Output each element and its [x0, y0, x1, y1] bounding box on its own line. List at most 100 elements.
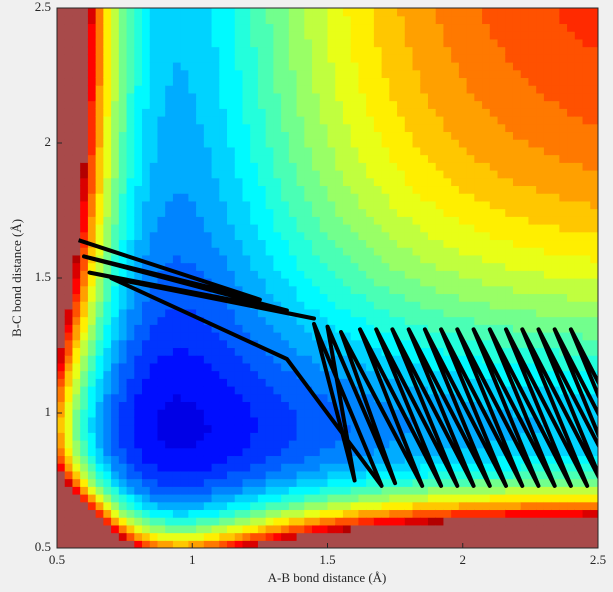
surface-cell	[211, 339, 220, 349]
surface-cell	[172, 424, 182, 433]
surface-cell	[165, 108, 174, 117]
surface-cell	[512, 77, 522, 86]
surface-cell	[420, 208, 429, 217]
surface-cell	[250, 509, 259, 518]
surface-cell	[227, 38, 236, 48]
surface-cell	[397, 270, 406, 279]
surface-cell	[126, 386, 135, 395]
surface-cell	[458, 247, 468, 256]
surface-cell	[458, 162, 468, 171]
surface-cell	[281, 54, 290, 63]
surface-cell	[157, 316, 166, 325]
surface-cell	[95, 532, 104, 541]
surface-cell	[227, 416, 236, 426]
surface-cell	[567, 62, 576, 71]
surface-cell	[574, 501, 584, 511]
surface-cell	[211, 447, 220, 457]
surface-cell	[234, 324, 244, 333]
surface-cell	[95, 100, 104, 109]
surface-cell	[111, 455, 120, 464]
surface-cell	[304, 532, 313, 541]
surface-cell	[250, 146, 259, 156]
surface-cell	[412, 478, 421, 487]
surface-cell	[319, 501, 329, 511]
surface-cell	[536, 224, 545, 233]
surface-cell	[520, 355, 530, 364]
surface-cell	[551, 23, 560, 32]
surface-cell	[466, 193, 475, 202]
surface-cell	[319, 108, 329, 117]
surface-cell	[358, 31, 367, 40]
surface-cell	[327, 177, 336, 187]
surface-cell	[180, 23, 189, 32]
surface-cell	[134, 517, 143, 526]
surface-cell	[234, 38, 244, 48]
surface-cell	[72, 108, 81, 117]
surface-cell	[142, 46, 151, 55]
surface-cell	[180, 162, 189, 171]
surface-cell	[582, 455, 591, 464]
surface-cell	[389, 447, 398, 457]
surface-cell	[134, 324, 143, 333]
surface-cell	[180, 409, 189, 418]
surface-cell	[358, 62, 367, 71]
surface-cell	[397, 54, 406, 63]
surface-cell	[57, 170, 66, 179]
surface-cell	[172, 247, 182, 256]
surface-cell	[327, 154, 336, 163]
surface-cell	[80, 162, 89, 171]
surface-cell	[451, 501, 460, 511]
surface-cell	[188, 347, 197, 356]
surface-cell	[543, 262, 553, 271]
surface-cell	[87, 262, 97, 271]
surface-cell	[95, 247, 104, 256]
surface-cell	[489, 463, 499, 472]
surface-cell	[219, 69, 228, 79]
surface-cell	[80, 316, 89, 325]
surface-cell	[520, 532, 530, 541]
surface-cell	[111, 494, 120, 503]
surface-cell	[590, 486, 598, 495]
surface-cell	[489, 278, 499, 287]
surface-cell	[489, 270, 499, 279]
surface-cell	[342, 224, 352, 233]
surface-cell	[342, 177, 352, 187]
surface-cell	[389, 62, 398, 71]
surface-cell	[273, 216, 282, 225]
surface-cell	[312, 355, 321, 364]
surface-cell	[242, 386, 251, 395]
surface-cell	[118, 478, 128, 487]
surface-cell	[443, 470, 452, 480]
surface-cell	[304, 146, 313, 156]
surface-cell	[404, 270, 414, 279]
surface-cell	[497, 231, 506, 241]
surface-cell	[57, 54, 66, 63]
surface-cell	[427, 470, 437, 480]
surface-cell	[142, 239, 151, 248]
surface-cell	[489, 216, 499, 225]
surface-cell	[373, 501, 383, 511]
surface-cell	[373, 208, 383, 217]
surface-cell	[64, 293, 74, 302]
surface-cell	[111, 139, 120, 148]
surface-cell	[582, 62, 591, 71]
surface-cell	[165, 31, 174, 40]
surface-cell	[559, 262, 568, 271]
surface-cell	[505, 293, 514, 302]
surface-cell	[474, 239, 483, 248]
surface-cell	[528, 401, 537, 410]
surface-cell	[234, 355, 244, 364]
surface-cell	[412, 262, 421, 271]
surface-cell	[296, 69, 305, 79]
surface-cell	[165, 216, 174, 225]
surface-cell	[582, 92, 591, 102]
surface-cell	[257, 154, 267, 163]
surface-cell	[142, 177, 151, 187]
surface-cell	[528, 293, 537, 302]
surface-cell	[188, 92, 197, 102]
surface-cell	[543, 324, 553, 333]
surface-cell	[87, 301, 97, 310]
surface-cell	[389, 262, 398, 271]
surface-cell	[126, 108, 135, 117]
surface-cell	[172, 301, 182, 310]
